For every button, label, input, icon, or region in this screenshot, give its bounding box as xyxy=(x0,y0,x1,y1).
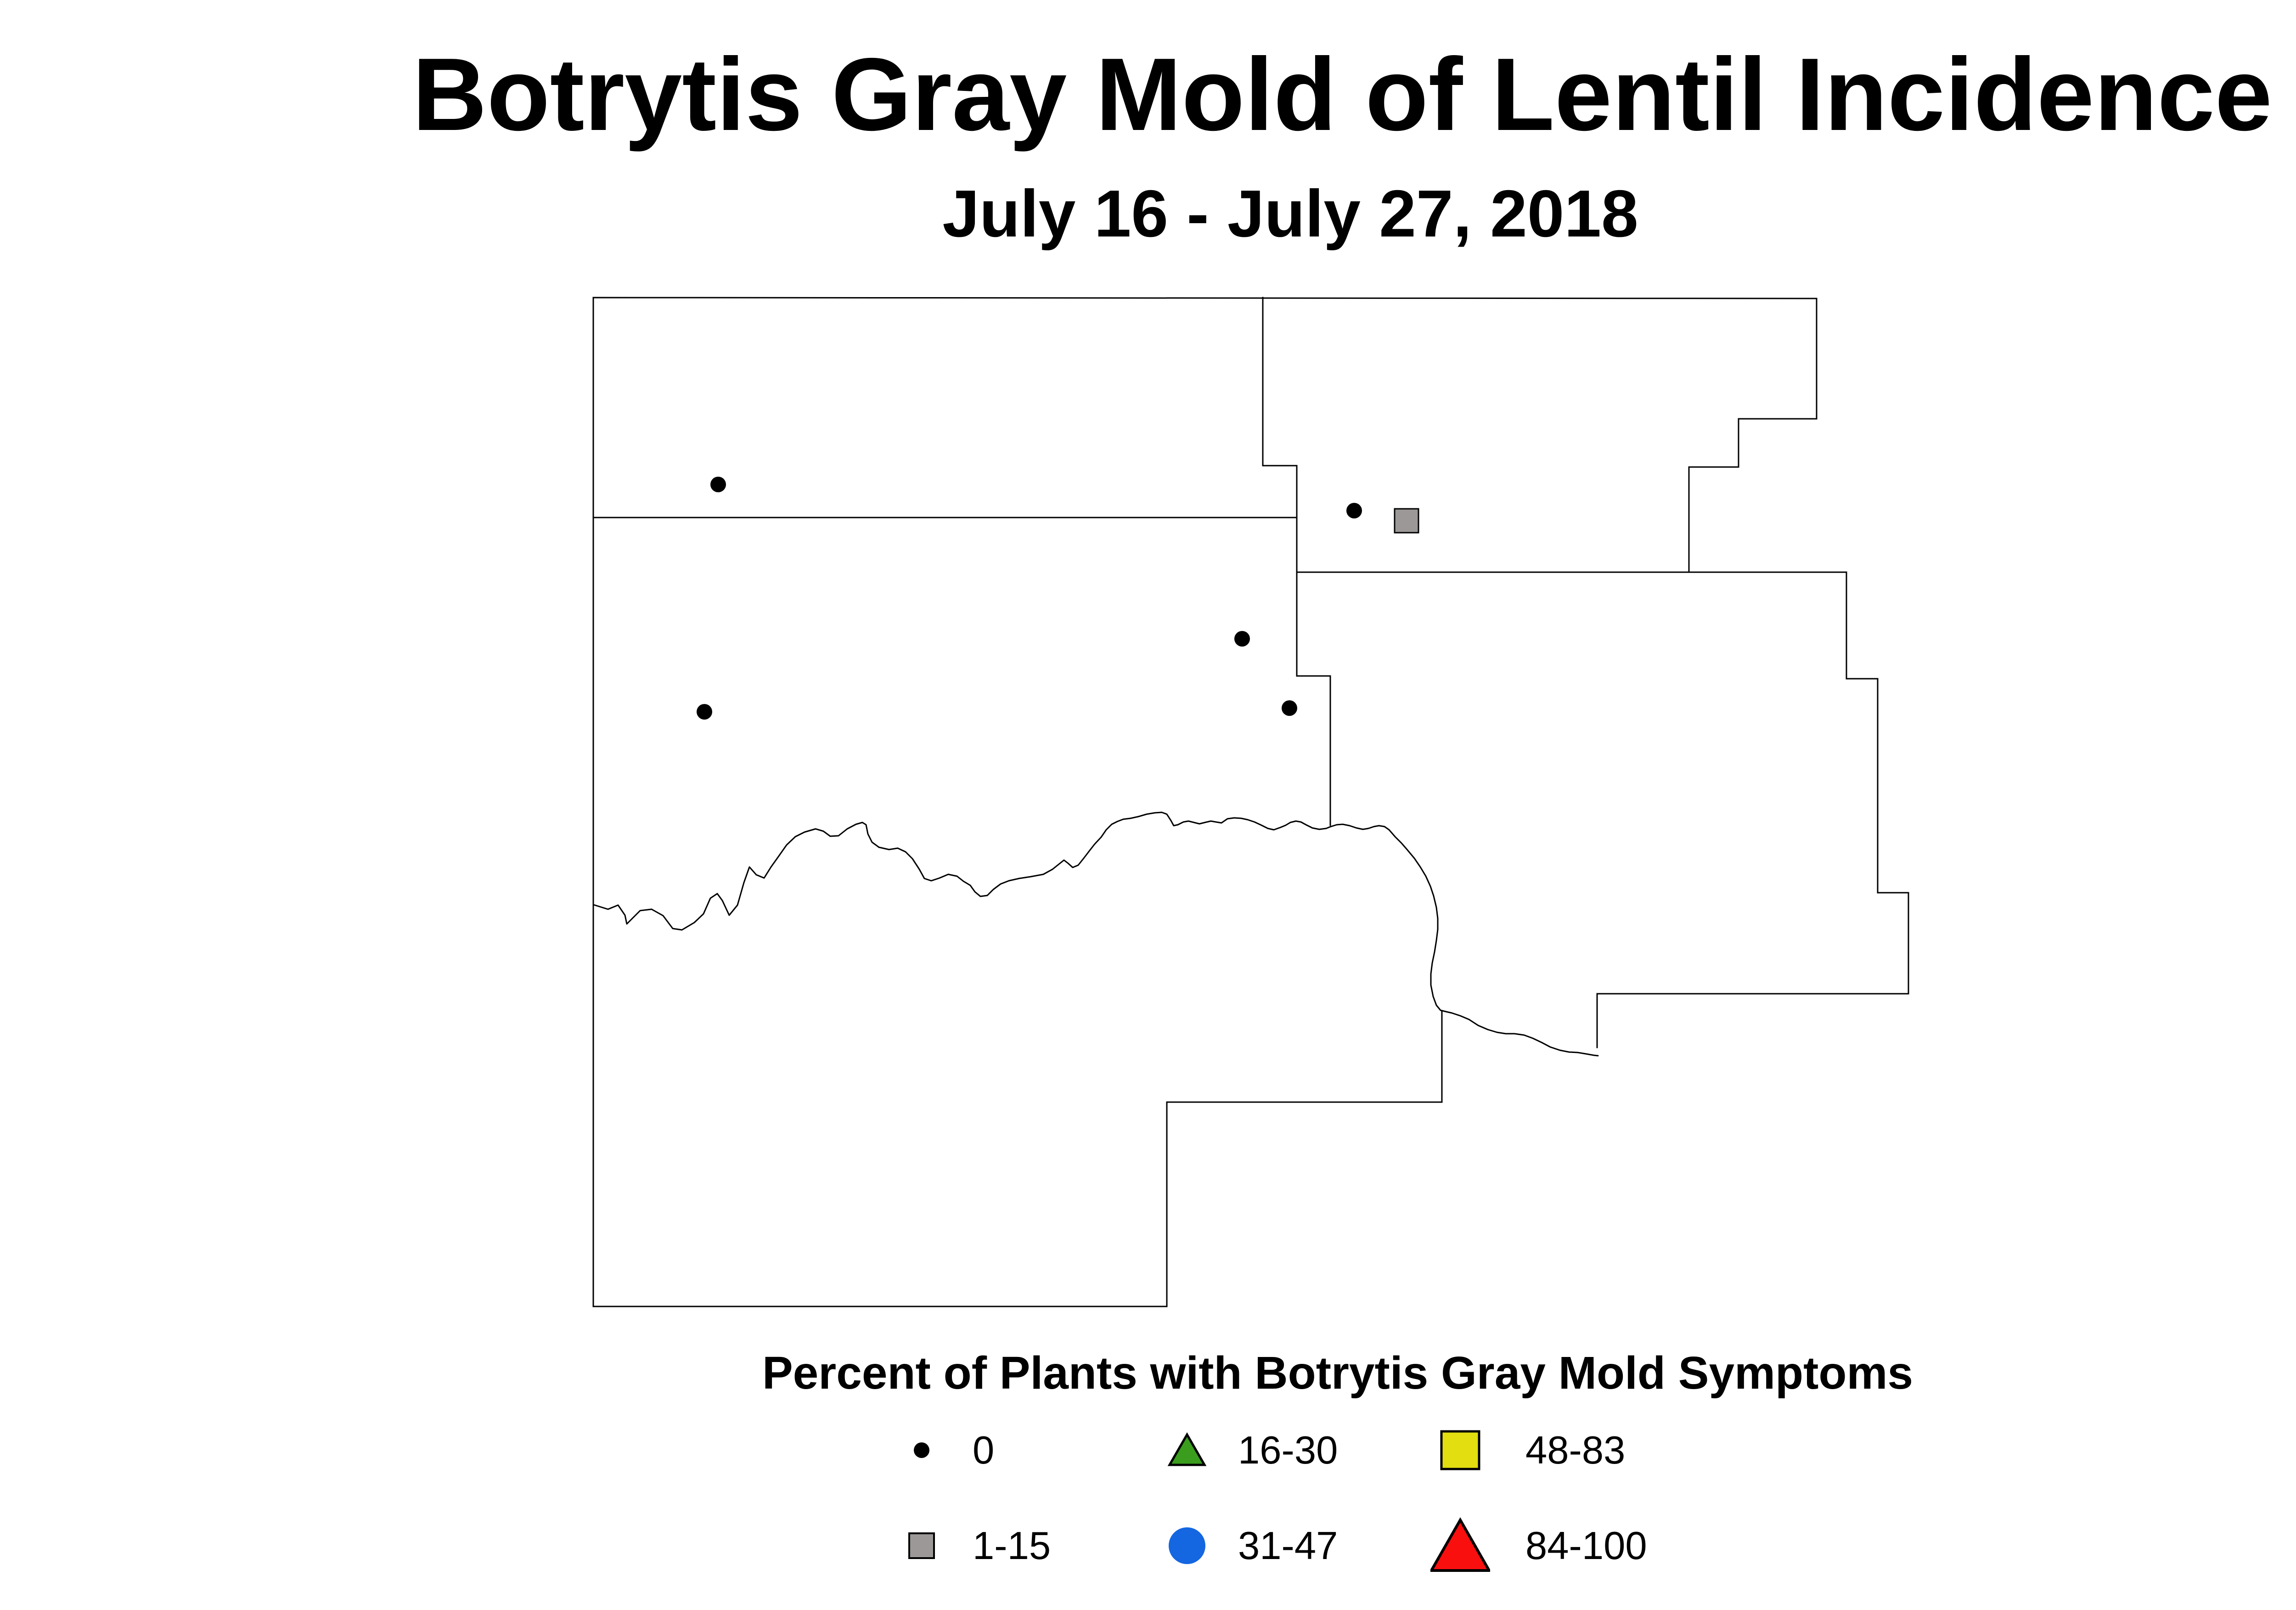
legend-title: Percent of Plants with Botrytis Gray Mol… xyxy=(762,1347,1913,1399)
page-title: Botrytis Gray Mold of Lentil Incidence xyxy=(412,36,2273,152)
missouri-river-boundary xyxy=(592,811,1599,1057)
map-point-dot xyxy=(1234,631,1250,647)
legend-label: 48-83 xyxy=(1525,1428,1626,1472)
page-subtitle: July 16 - July 27, 2018 xyxy=(942,176,1638,251)
gray-square-icon xyxy=(908,1532,935,1559)
county-map xyxy=(592,297,1909,1307)
map-point-dot xyxy=(697,704,712,720)
legend-label: 16-30 xyxy=(1238,1428,1338,1472)
green-triangle-icon xyxy=(1167,1432,1207,1466)
legend-item-31-47: 31-47 xyxy=(1157,1516,1338,1576)
legend-item-0: 0 xyxy=(892,1420,994,1480)
blue-circle-icon xyxy=(1169,1527,1205,1564)
legend-label: 84-100 xyxy=(1525,1524,1647,1568)
black-dot-icon xyxy=(914,1442,929,1458)
map-point-dot xyxy=(1282,700,1297,716)
legend-label: 31-47 xyxy=(1238,1524,1338,1568)
map-outline xyxy=(592,297,1909,1307)
red-triangle-icon xyxy=(1430,1517,1490,1572)
legend-item-1-15: 1-15 xyxy=(892,1516,1051,1576)
legend-item-48-83: 48-83 xyxy=(1430,1420,1625,1480)
legend-item-16-30: 16-30 xyxy=(1157,1420,1338,1480)
legend-label: 1-15 xyxy=(973,1524,1051,1568)
legend-item-84-100: 84-100 xyxy=(1430,1516,1647,1576)
map-point-dot xyxy=(710,477,726,492)
legend-label: 0 xyxy=(973,1428,995,1472)
yellow-square-icon xyxy=(1440,1430,1480,1470)
map-point-dot xyxy=(1346,503,1362,518)
county-boundary-burke-west xyxy=(1262,297,1331,826)
map-point-square xyxy=(1394,508,1419,534)
